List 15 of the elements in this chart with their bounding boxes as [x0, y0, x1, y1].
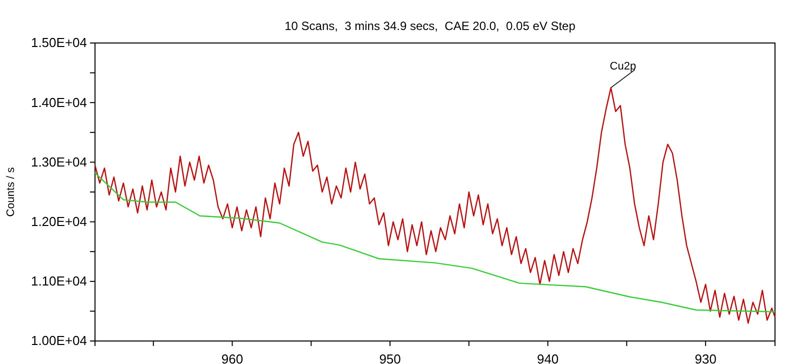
x-tick-label: 930	[694, 351, 716, 364]
y-tick-label: 1.10E+04	[30, 274, 87, 289]
y-tick-label: 1.40E+04	[30, 94, 87, 110]
line-series	[94, 172, 776, 312]
annotation: Cu2p	[610, 60, 636, 73]
y-tick-label: 1.50E+04	[30, 35, 87, 50]
x-tick-label: 950	[379, 351, 401, 364]
line-series	[94, 87, 776, 324]
x-tick-label: 960	[221, 351, 244, 364]
y-tick-label: 1.30E+04	[30, 154, 87, 170]
y-tick-label: 1.20E+04	[30, 214, 87, 229]
y-axis-title: Counts / s	[5, 166, 17, 217]
x-tick-label: 940	[536, 351, 559, 364]
y-tick-label: 1.00E+04	[30, 333, 87, 348]
chart-title: 10 Scans, 3 mins 34.9 secs, CAE 20.0, 0.05 eV Step	[284, 19, 576, 33]
